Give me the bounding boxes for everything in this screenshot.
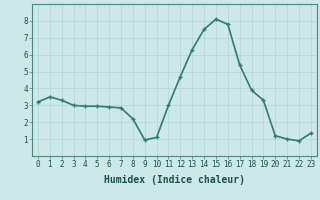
X-axis label: Humidex (Indice chaleur): Humidex (Indice chaleur)	[104, 175, 245, 185]
